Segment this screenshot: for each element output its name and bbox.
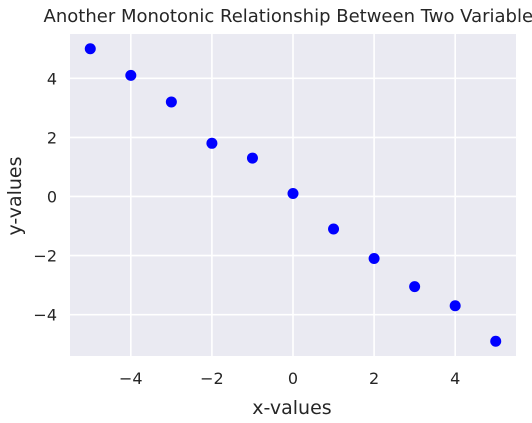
x-tick-label: 4	[450, 369, 460, 388]
scatter-point	[246, 152, 258, 164]
y-tick-label: 2	[47, 128, 57, 147]
scatter-point	[84, 43, 96, 55]
x-tick-label: 2	[369, 369, 379, 388]
chart-title: Another Monotonic Relationship Between T…	[44, 6, 532, 27]
scatter-point	[409, 281, 421, 293]
scatter-point	[328, 223, 340, 235]
x-axis-ticks: −4 −2 0 2 4	[119, 369, 460, 388]
scatter-point	[125, 69, 137, 81]
y-tick-label: −2	[33, 247, 57, 266]
scatter-point	[449, 300, 461, 312]
x-axis-label: x-values	[252, 397, 331, 419]
y-axis-ticks: −4 −2 0 2 4	[33, 69, 57, 324]
x-tick-label: 0	[288, 369, 298, 388]
x-tick-label: −4	[119, 369, 143, 388]
y-axis-label: y-values	[4, 156, 26, 235]
scatter-point	[368, 253, 380, 265]
y-tick-label: 4	[47, 69, 57, 88]
scatter-point	[490, 335, 502, 347]
y-tick-label: −4	[33, 306, 57, 325]
scatter-point	[165, 96, 177, 108]
scatter-point	[287, 188, 299, 200]
data-points	[84, 43, 502, 347]
scatter-point	[206, 137, 218, 149]
x-tick-label: −2	[200, 369, 224, 388]
y-tick-label: 0	[47, 187, 57, 206]
